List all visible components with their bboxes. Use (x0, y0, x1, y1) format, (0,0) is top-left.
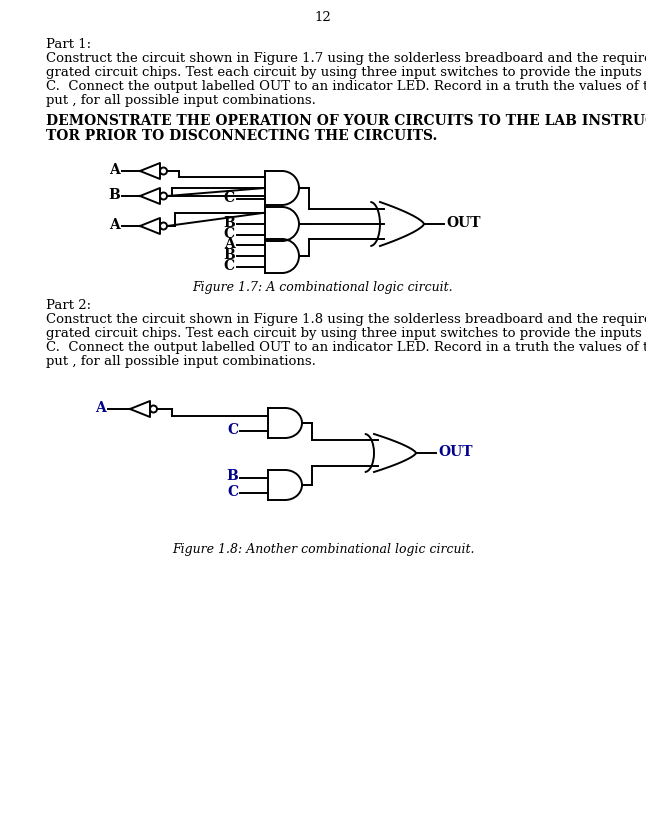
Text: A: A (95, 401, 106, 415)
Text: put , for all possible input combinations.: put , for all possible input combination… (46, 355, 316, 368)
Text: 12: 12 (315, 11, 331, 24)
Text: C: C (227, 422, 238, 436)
Text: B: B (109, 188, 120, 202)
Text: C: C (224, 191, 235, 205)
Text: C.  Connect the output labelled OUT to an indicator LED. Record in a truth the v: C. Connect the output labelled OUT to an… (46, 341, 646, 354)
Text: B: B (224, 248, 235, 262)
Text: grated circuit chips. Test each circuit by using three input switches to provide: grated circuit chips. Test each circuit … (46, 66, 646, 79)
Text: DEMONSTRATE THE OPERATION OF YOUR CIRCUITS TO THE LAB INSTRUC-: DEMONSTRATE THE OPERATION OF YOUR CIRCUI… (46, 114, 646, 128)
Text: C.  Connect the output labelled OUT to an indicator LED. Record in a truth the v: C. Connect the output labelled OUT to an… (46, 80, 646, 93)
Text: C: C (224, 228, 235, 241)
Text: Part 2:: Part 2: (46, 299, 91, 312)
Text: put , for all possible input combinations.: put , for all possible input combination… (46, 94, 316, 107)
Text: B: B (226, 470, 238, 484)
Text: OUT: OUT (446, 216, 481, 230)
Text: C: C (227, 484, 238, 499)
Text: A: A (109, 163, 120, 177)
Text: OUT: OUT (438, 445, 472, 459)
Text: A: A (109, 218, 120, 232)
Text: A: A (224, 237, 235, 251)
Text: Construct the circuit shown in Figure 1.7 using the solderless breadboard and th: Construct the circuit shown in Figure 1.… (46, 52, 646, 65)
Text: Figure 1.8: Another combinational logic circuit.: Figure 1.8: Another combinational logic … (172, 543, 474, 556)
Text: TOR PRIOR TO DISCONNECTING THE CIRCUITS.: TOR PRIOR TO DISCONNECTING THE CIRCUITS. (46, 129, 437, 143)
Text: C: C (224, 259, 235, 273)
Text: Figure 1.7: A combinational logic circuit.: Figure 1.7: A combinational logic circui… (193, 281, 453, 294)
Text: B: B (224, 216, 235, 230)
Text: Construct the circuit shown in Figure 1.8 using the solderless breadboard and th: Construct the circuit shown in Figure 1.… (46, 313, 646, 326)
Text: Part 1:: Part 1: (46, 38, 91, 51)
Text: grated circuit chips. Test each circuit by using three input switches to provide: grated circuit chips. Test each circuit … (46, 327, 646, 340)
